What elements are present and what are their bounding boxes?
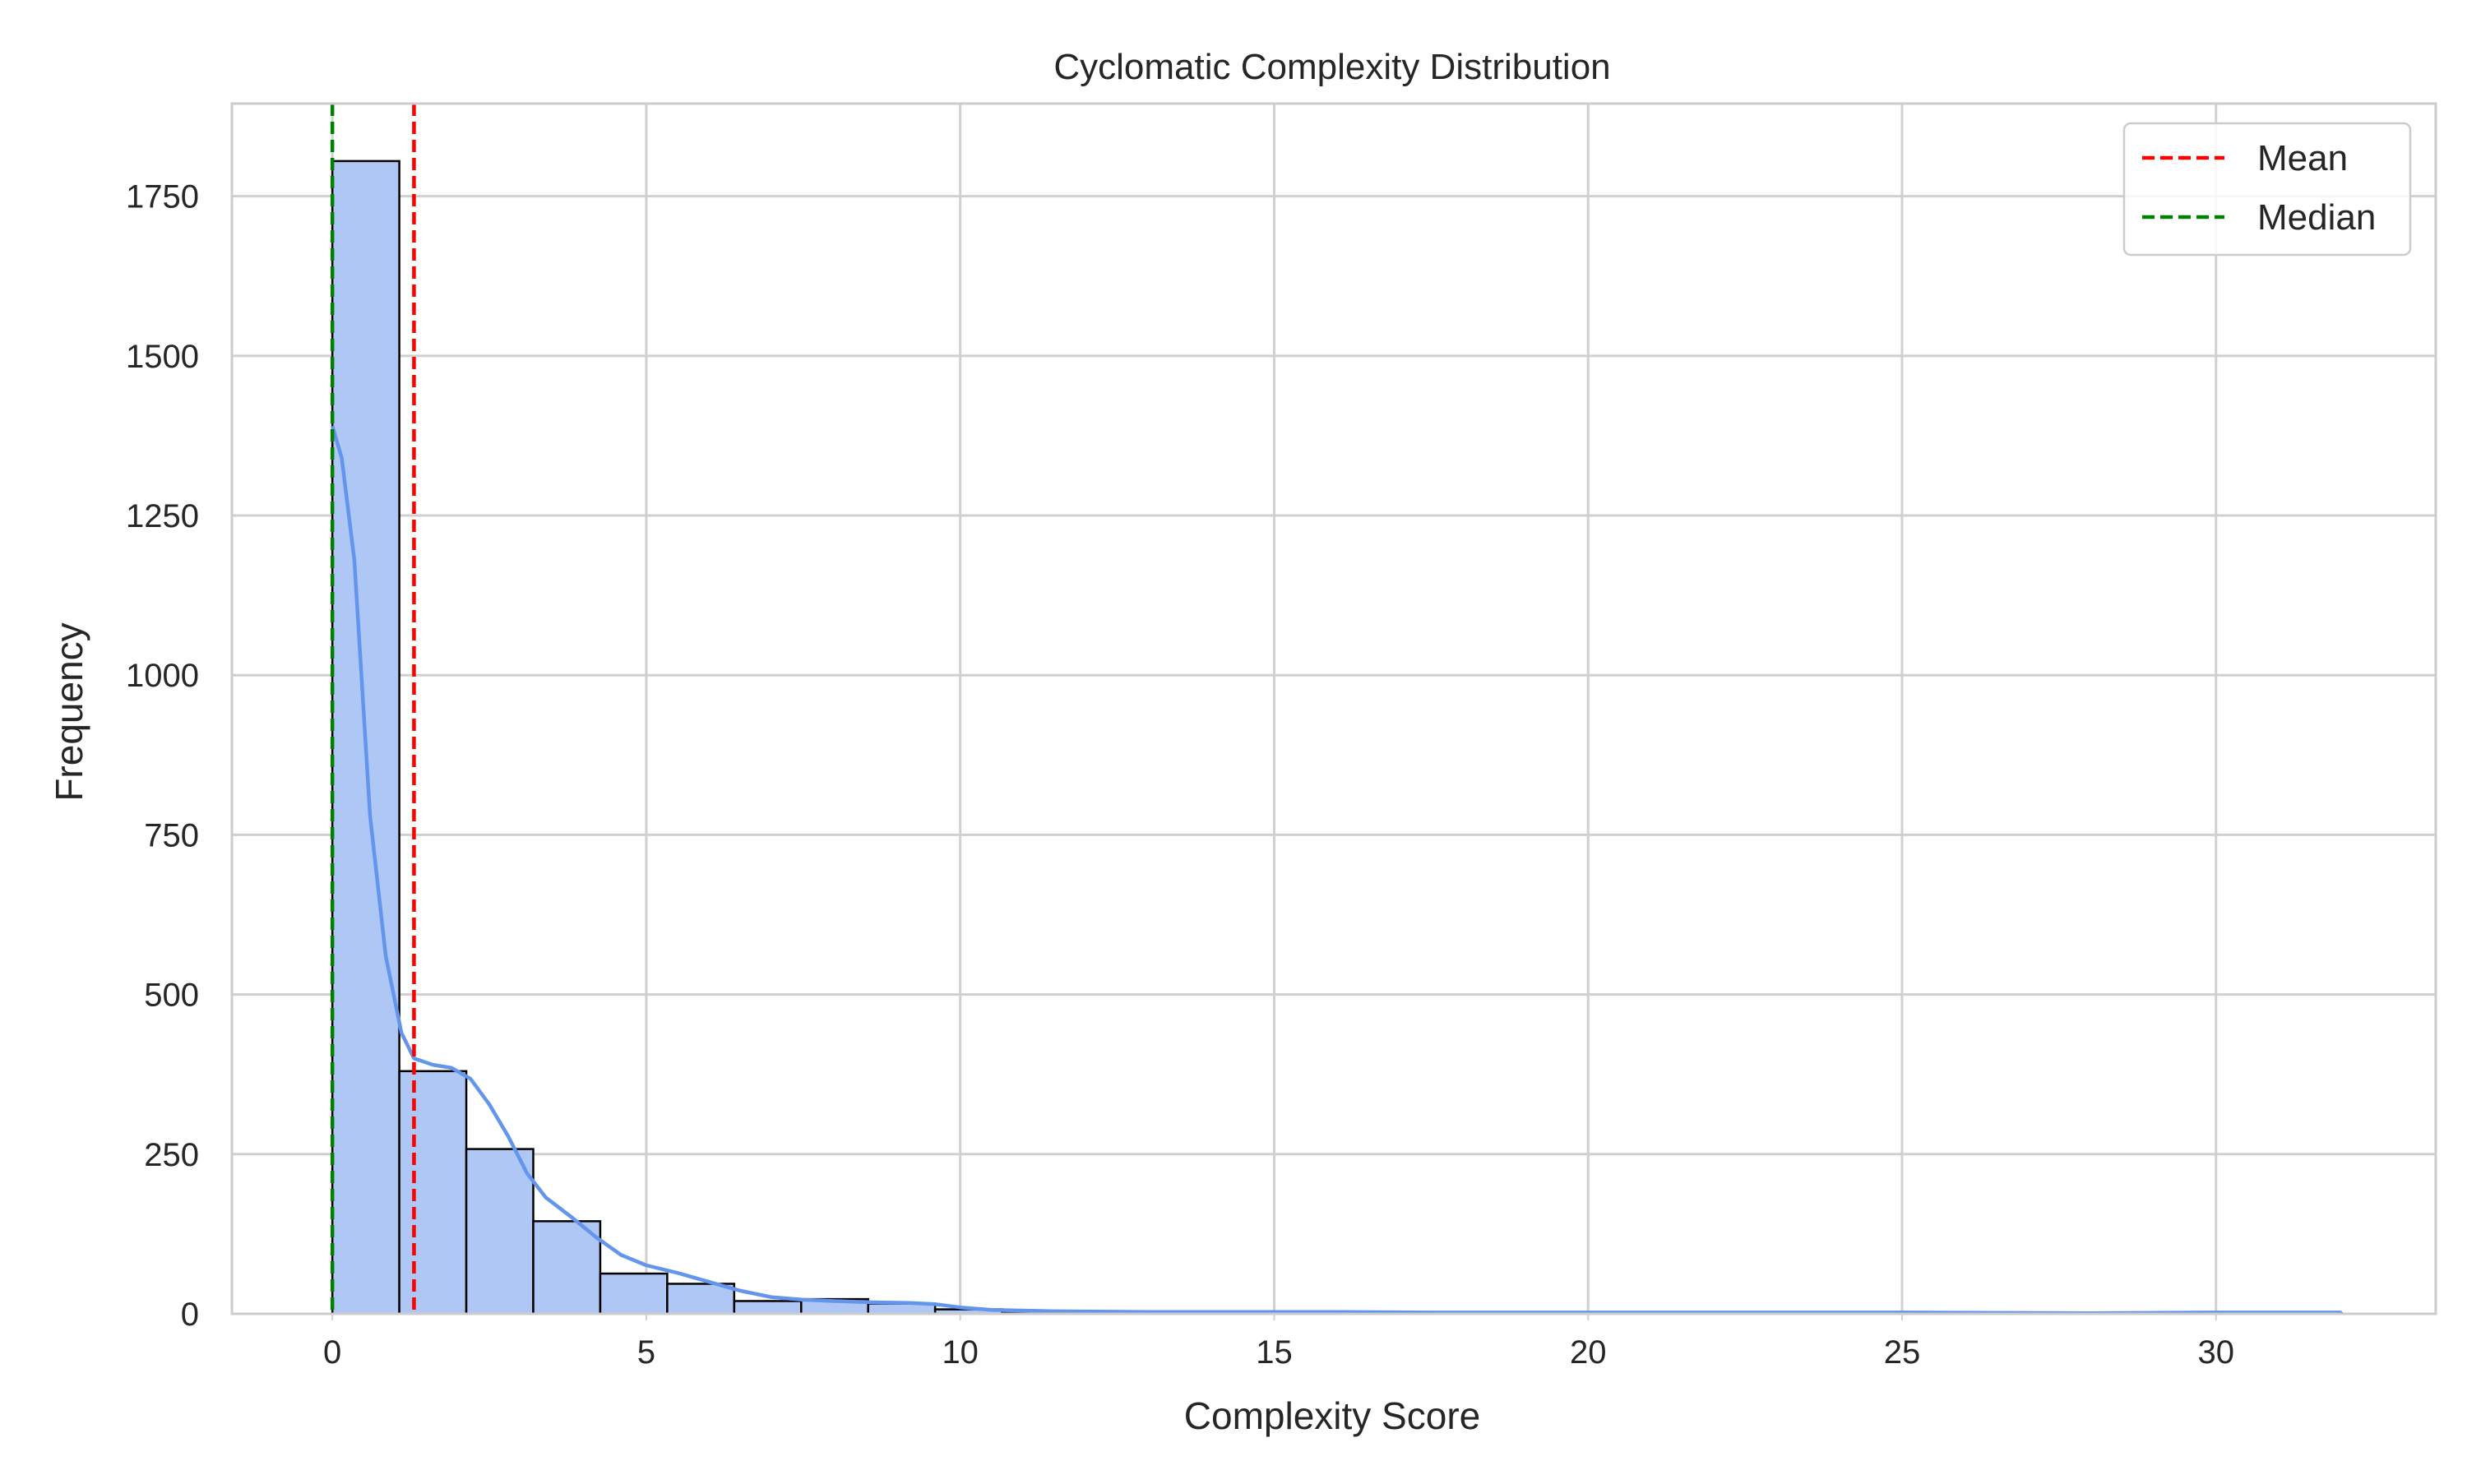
histogram-bar <box>733 1300 803 1315</box>
y-tick-label: 0 <box>181 1297 199 1333</box>
reference-lines <box>330 104 416 1314</box>
x-axis-label: Complexity Score <box>1184 1394 1480 1437</box>
x-tick-label: 15 <box>1256 1334 1293 1371</box>
x-tick-label: 20 <box>1570 1334 1607 1371</box>
legend: Mean Median <box>2122 122 2412 257</box>
y-tick-label: 1250 <box>126 498 199 534</box>
histogram-bar <box>599 1272 669 1315</box>
x-tick-label: 10 <box>942 1334 979 1371</box>
histogram-bar <box>465 1148 535 1315</box>
x-tick-label: 25 <box>1884 1334 1921 1371</box>
histogram-bars <box>331 159 2343 1315</box>
grid <box>232 104 2436 1315</box>
legend-label-mean: Mean <box>2257 138 2348 178</box>
legend-box <box>2122 122 2412 257</box>
histogram-bar <box>666 1283 736 1315</box>
y-tick-label: 750 <box>144 817 199 853</box>
y-tick-label: 1000 <box>126 658 199 694</box>
chart-title: Cyclomatic Complexity Distribution <box>1053 47 1610 87</box>
y-tick-label: 1500 <box>126 339 199 375</box>
legend-label-median: Median <box>2257 197 2376 238</box>
tick-labels: 0 5 10 15 20 25 30 0 250 500 750 1000 1250 1500 1750 <box>126 179 2234 1371</box>
y-axis-label: Frequency <box>48 622 90 801</box>
histogram-bar <box>398 1070 468 1315</box>
axes <box>230 102 2437 1315</box>
x-tick-label: 30 <box>2198 1334 2235 1371</box>
x-tick-label: 0 <box>323 1334 341 1371</box>
kde-curve-group <box>331 425 2342 1315</box>
plot-frame <box>230 102 2437 1315</box>
histogram-bar <box>532 1220 602 1315</box>
x-tick-label: 5 <box>637 1334 655 1371</box>
y-tick-label: 1750 <box>126 179 199 215</box>
kde-curve <box>331 425 2342 1315</box>
y-tick-label: 500 <box>144 978 199 1014</box>
y-tick-label: 250 <box>144 1137 199 1173</box>
